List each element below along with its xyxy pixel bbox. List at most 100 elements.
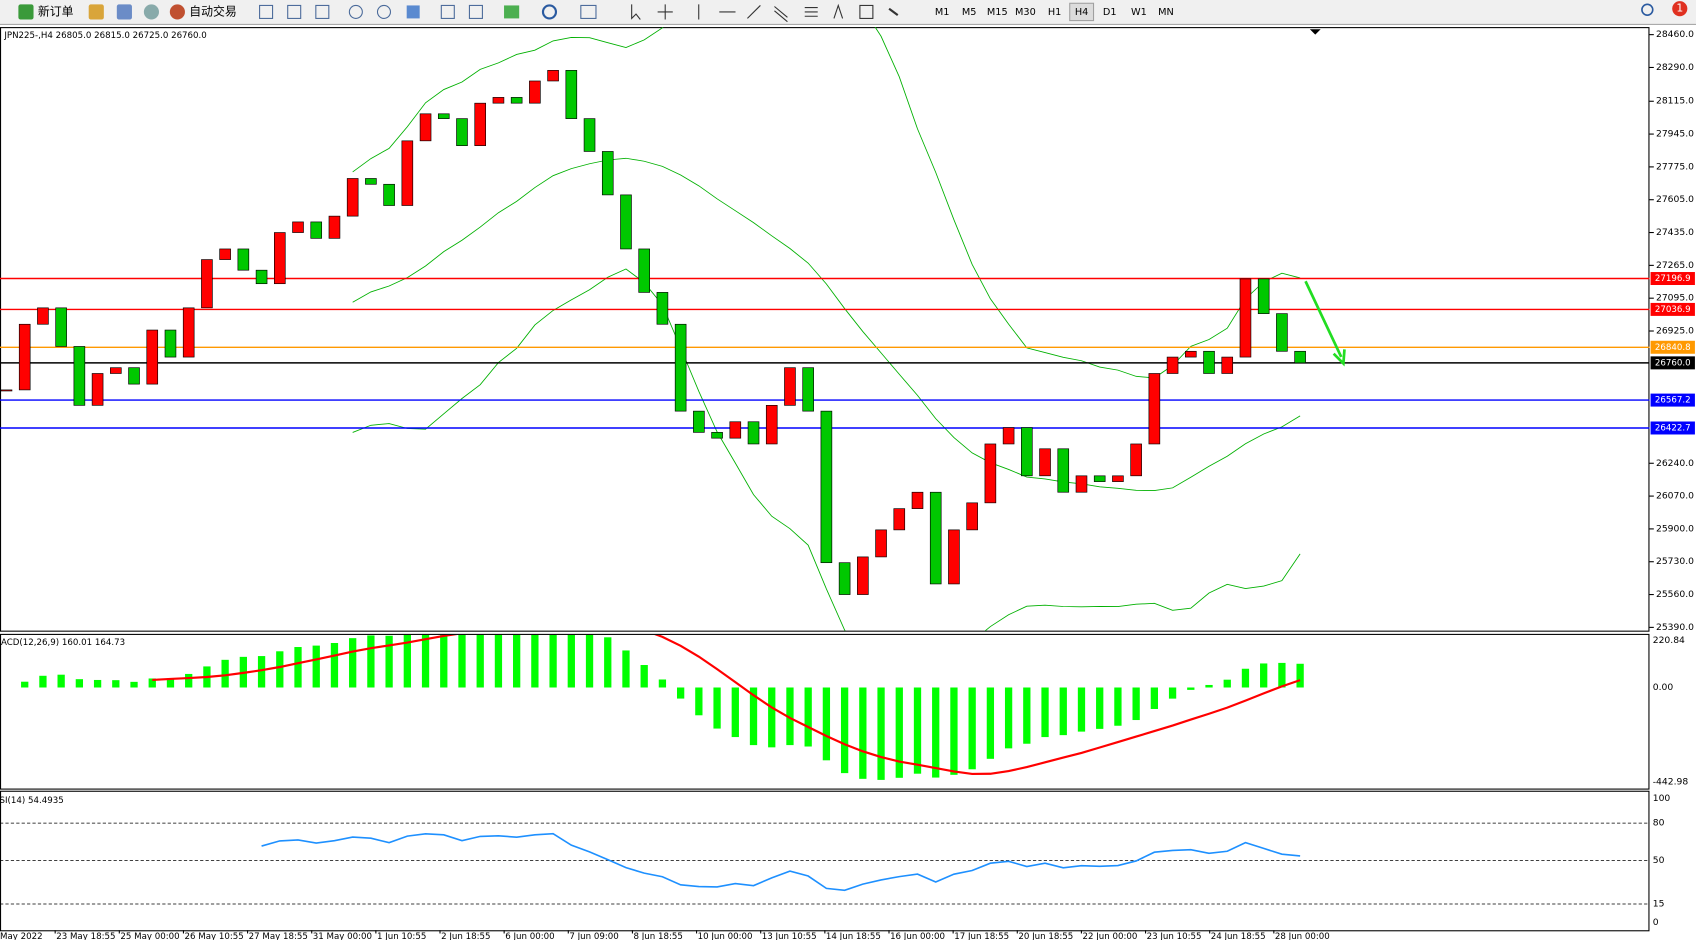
- candle: [1130, 443, 1142, 477]
- macd-bar: [458, 634, 466, 688]
- timeframe-button[interactable]: M1: [935, 7, 950, 18]
- candle: [328, 215, 341, 239]
- notification-badge[interactable]: [1672, 1, 1688, 17]
- macd-bar: [913, 687, 922, 774]
- tool-icon[interactable]: [541, 4, 558, 20]
- candle: [966, 502, 978, 531]
- candle: [237, 248, 250, 271]
- tool-icon[interactable]: [440, 4, 455, 19]
- new-order-button[interactable]: 新订单: [38, 4, 74, 18]
- timeframe-button[interactable]: M5: [962, 7, 977, 18]
- candle: [55, 307, 67, 347]
- macd-bar: [440, 634, 448, 688]
- candle: [18, 323, 31, 391]
- price-level-label: 26760.0: [1655, 358, 1691, 368]
- fibo-tool[interactable]: [804, 7, 818, 17]
- price-level-tag: [1650, 302, 1695, 316]
- candle: [346, 178, 359, 217]
- label-tool[interactable]: [859, 4, 874, 19]
- toolbar-icon[interactable]: [143, 4, 159, 20]
- macd-bar: [185, 673, 193, 688]
- candle: [401, 140, 414, 206]
- toolbar-icon[interactable]: [88, 4, 104, 20]
- x-tick-label: 26 May 10:55: [185, 932, 244, 940]
- candle: [292, 221, 304, 233]
- macd-bar: [57, 674, 65, 688]
- notification-count: 1: [1676, 2, 1683, 15]
- macd-bar: [950, 687, 958, 775]
- price-chart: [0, 27, 1650, 631]
- timeframe-button[interactable]: M30: [1015, 7, 1036, 18]
- y-tick-label: 28290.0: [1656, 62, 1694, 73]
- candle: [201, 259, 213, 309]
- x-tick-label: 6 Jun 00:00: [505, 932, 554, 940]
- crosshair-tool[interactable]: [657, 4, 673, 20]
- tool-icon[interactable]: [406, 5, 420, 19]
- macd-bar: [1114, 687, 1122, 726]
- candle: [255, 269, 268, 285]
- macd-bar: [1278, 662, 1286, 688]
- macd-label: MACD(12,26,9) 160.01 164.73: [0, 638, 125, 648]
- candle: [674, 323, 687, 412]
- auto-trade-icon[interactable]: [169, 4, 185, 20]
- candle: [492, 97, 505, 104]
- candle: [620, 194, 632, 250]
- tool-icon[interactable]: [504, 5, 520, 19]
- macd-bar: [895, 687, 903, 778]
- trendline-tool[interactable]: [747, 5, 761, 19]
- candle: [820, 410, 833, 564]
- macd-bar: [403, 634, 411, 688]
- x-tick-label: 8 Jun 18:55: [634, 932, 683, 940]
- tool-icon[interactable]: [580, 4, 597, 19]
- timeframe-button[interactable]: D1: [1103, 7, 1117, 18]
- macd-signal: [152, 634, 1301, 776]
- cursor-tool[interactable]: [631, 4, 641, 20]
- timeframe-button[interactable]: H1: [1048, 7, 1062, 18]
- x-tick-label: 27 May 18:55: [249, 932, 308, 940]
- candle: [37, 307, 49, 325]
- candle: [547, 70, 559, 82]
- candle: [219, 248, 231, 260]
- candle: [1057, 448, 1070, 493]
- tool-icon[interactable]: [315, 4, 330, 19]
- timeframe-button[interactable]: MN: [1158, 7, 1174, 18]
- macd-bar: [986, 687, 995, 759]
- macd-bar: [21, 681, 29, 688]
- tool-icon[interactable]: [259, 4, 274, 19]
- x-tick-label: 28 Jun 00:00: [1275, 932, 1330, 940]
- chart-header: JPN225-,H4 26805.0 26815.0 26725.0 26760…: [3, 31, 207, 41]
- tool-icon[interactable]: [468, 4, 483, 19]
- new-order-icon[interactable]: [18, 4, 34, 20]
- tool-icon[interactable]: [287, 4, 302, 19]
- macd-bar: [1059, 687, 1067, 736]
- y-tick-label: 27095.0: [1656, 293, 1694, 304]
- bollinger-band: [352, 268, 1301, 631]
- macd-bar: [1205, 684, 1213, 688]
- shapes-tool[interactable]: [888, 7, 899, 17]
- timeframe-button[interactable]: M15: [987, 7, 1008, 18]
- rsi-panel: [0, 790, 1650, 932]
- candle: [1166, 356, 1179, 374]
- y-tick-label: 27605.0: [1656, 194, 1694, 205]
- toolbar-icon[interactable]: [116, 4, 132, 20]
- timeframe-button[interactable]: W1: [1131, 7, 1147, 18]
- macd-bar: [1223, 679, 1231, 688]
- zoom-out[interactable]: [376, 4, 392, 19]
- y-tick-label: 26925.0: [1656, 326, 1694, 337]
- candle: [182, 307, 195, 358]
- candle: [747, 421, 760, 445]
- x-tick-label: 23 May 18:55: [56, 932, 115, 940]
- search-icon[interactable]: [1641, 3, 1654, 16]
- macd-bar: [1096, 687, 1104, 729]
- channel-tool[interactable]: [774, 6, 788, 23]
- macd-bar: [768, 687, 776, 748]
- macd-bar: [1150, 687, 1159, 709]
- zoom-in[interactable]: [348, 4, 363, 19]
- macd-bar: [1023, 687, 1031, 744]
- macd-bar: [421, 634, 430, 688]
- text-tool[interactable]: [833, 3, 844, 19]
- auto-trade-button[interactable]: 自动交易: [189, 4, 237, 18]
- candle: [875, 529, 887, 558]
- timeframe-button[interactable]: H4: [1075, 7, 1089, 18]
- candle: [711, 432, 723, 439]
